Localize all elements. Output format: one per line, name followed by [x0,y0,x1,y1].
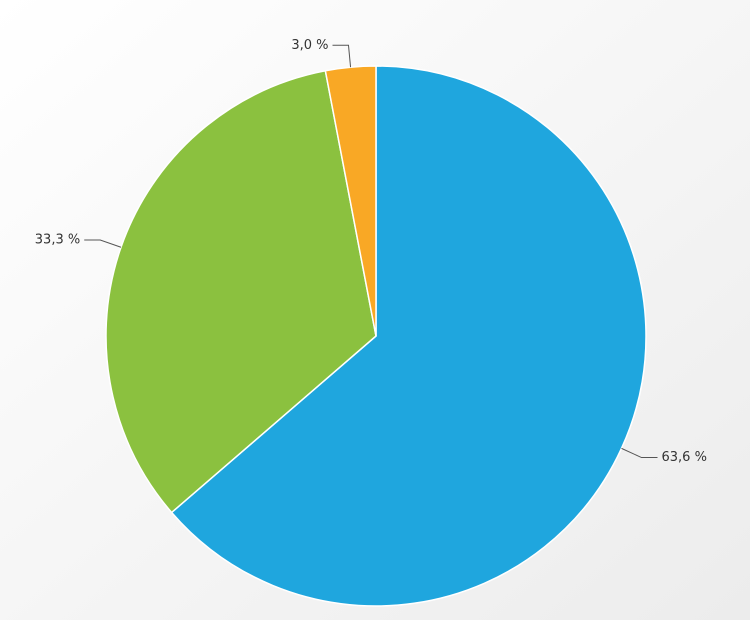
data-label: 3,0 % [291,38,328,53]
leader-line [621,447,658,459]
data-label: 63,6 % [662,450,707,465]
pie-slice [170,65,647,607]
leader-line [332,44,352,68]
data-label: 33,3 % [35,233,80,248]
leader-line [84,239,122,248]
pie-slice [105,69,377,514]
